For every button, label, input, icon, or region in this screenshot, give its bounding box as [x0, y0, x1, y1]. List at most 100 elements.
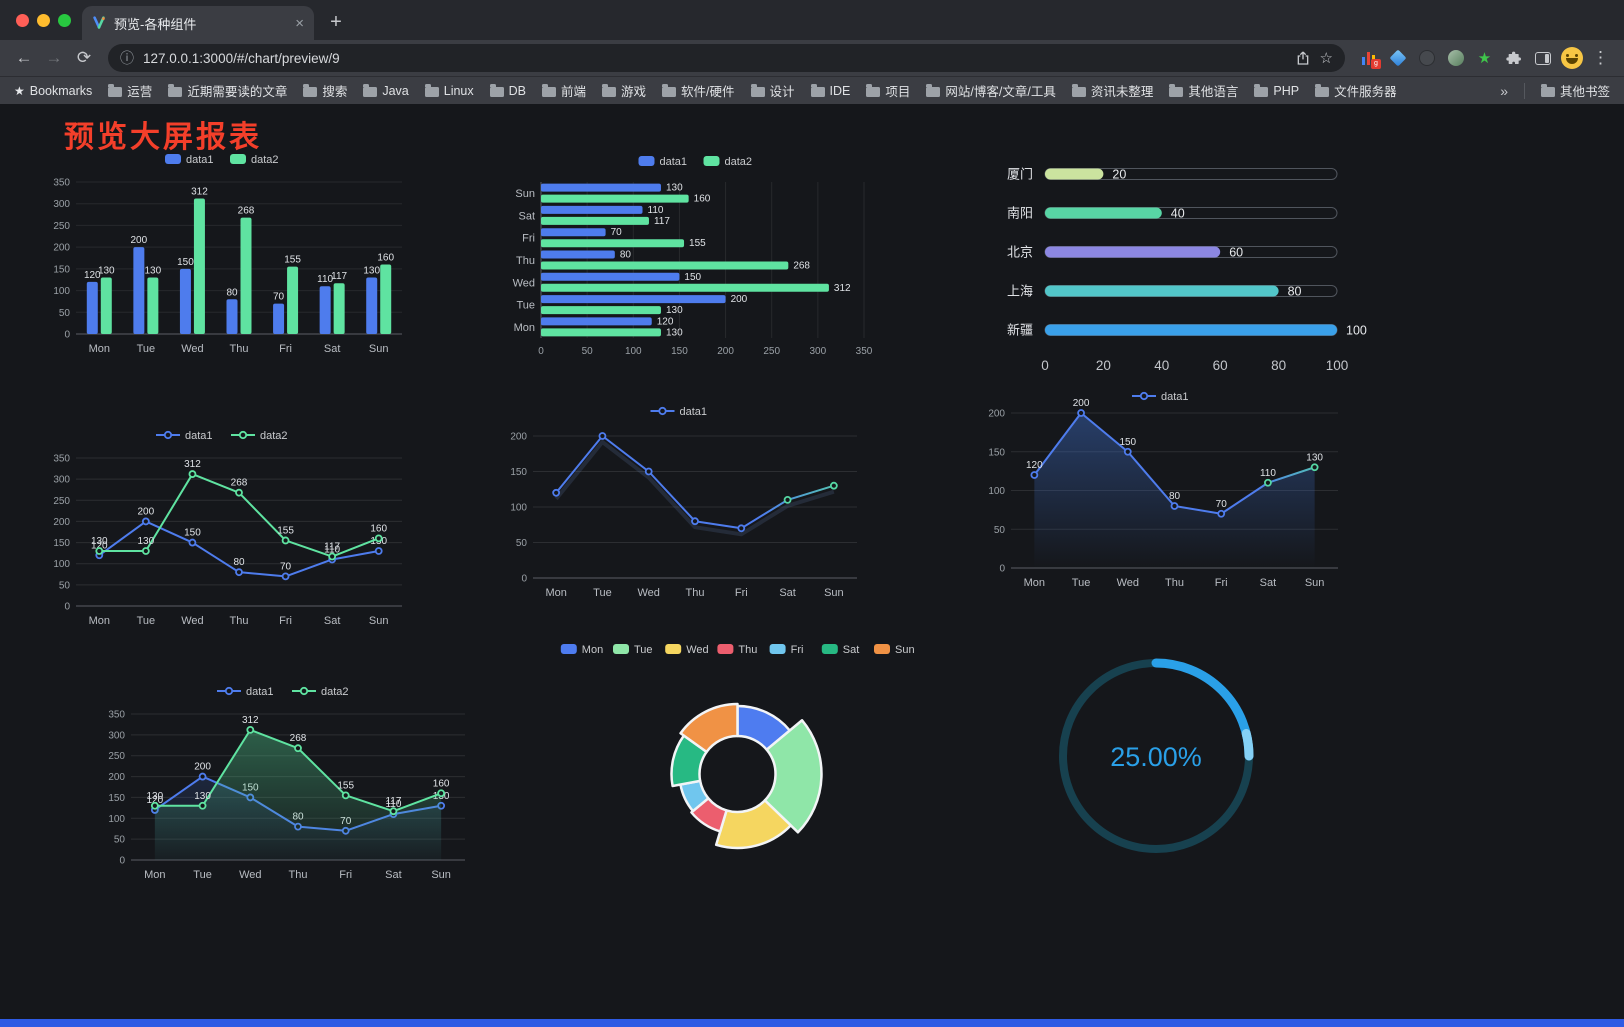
folder-icon	[1315, 84, 1330, 97]
svg-text:150: 150	[1119, 437, 1136, 448]
bookmarks-overflow-chevron[interactable]: »	[1500, 82, 1508, 99]
svg-text:100: 100	[53, 559, 70, 570]
svg-text:Mon: Mon	[89, 615, 110, 627]
svg-text:Thu: Thu	[738, 644, 757, 656]
multi-line-chart[interactable]: 0 50 100 150 200 250 300 350 Mon Tue Wed Thu Fri Sat S…	[38, 424, 410, 632]
svg-text:20: 20	[1112, 168, 1126, 182]
svg-text:Thu: Thu	[230, 343, 249, 355]
bookmark-folder[interactable]: 搜索	[303, 81, 347, 100]
bookmark-folder[interactable]: 软件/硬件	[662, 81, 735, 100]
extension-dark-icon[interactable]	[1413, 45, 1440, 71]
svg-text:117: 117	[331, 271, 347, 282]
svg-text:Mon: Mon	[545, 587, 566, 599]
tab-close-icon[interactable]: ×	[295, 14, 304, 32]
bookmark-folder[interactable]: Linux	[424, 84, 474, 98]
new-tab-button[interactable]: +	[330, 10, 342, 33]
svg-text:40: 40	[1154, 358, 1169, 373]
svg-text:Tue: Tue	[1072, 577, 1091, 589]
url-text[interactable]: 127.0.0.1:3000/#/chart/preview/9	[143, 50, 340, 66]
capsule-progress-chart[interactable]: 厦门 20 南阳 40 北京 60 上海 80 新疆 100 0 20 40 60 80 100	[985, 156, 1380, 391]
svg-text:312: 312	[191, 187, 208, 198]
bookmark-folder[interactable]: IDE	[810, 84, 850, 98]
svg-text:Fri: Fri	[791, 644, 804, 656]
extension-kite-icon[interactable]	[1384, 45, 1411, 71]
svg-text:200: 200	[1073, 398, 1090, 409]
dashboard-page: 预览大屏报表 data1 data2 0 50 100 150 200 250 300 350 Mo…	[0, 104, 1624, 1027]
svg-text:Fri: Fri	[1215, 577, 1228, 589]
svg-text:Sat: Sat	[324, 343, 341, 355]
share-icon[interactable]	[1295, 50, 1311, 66]
area-multi-line-chart[interactable]: 0 50 100 150 200 250 300 350 Mon Tue Wed Thu Fri Sat S…	[95, 680, 475, 886]
profile-avatar[interactable]	[1558, 45, 1585, 71]
bookmark-label: Java	[382, 83, 409, 98]
back-icon[interactable]: ←	[15, 48, 33, 67]
progress-ring-chart[interactable]: 25.00%	[1046, 644, 1266, 864]
svg-text:Thu: Thu	[289, 869, 308, 881]
bookmark-folder[interactable]: 前端	[542, 81, 586, 100]
browser-tab[interactable]: 预览-各种组件 ×	[82, 6, 314, 40]
browser-menu-icon[interactable]: ⋮	[1592, 48, 1609, 67]
extension-green-icon[interactable]	[1442, 45, 1469, 71]
bookmark-folder[interactable]: 近期需要读的文章	[168, 81, 287, 100]
svg-text:Mon: Mon	[582, 644, 603, 656]
bookmark-folder[interactable]: DB	[489, 84, 526, 98]
folder-icon	[303, 84, 318, 97]
svg-text:Thu: Thu	[230, 615, 249, 627]
tab-favicon-icon	[92, 16, 106, 30]
bookmark-folder[interactable]: 设计	[750, 81, 795, 100]
bookmarks-root[interactable]: ★ Bookmarks	[14, 84, 92, 98]
folder-icon	[542, 84, 557, 97]
page-title: 预览大屏报表	[64, 121, 262, 154]
bookmark-star-icon[interactable]: ☆	[1319, 50, 1333, 67]
close-window-button[interactable]	[16, 14, 29, 27]
single-line-chart[interactable]: 0 50 100 150 200 Mon Tue Wed Thu Fri Sat Sun data1	[495, 392, 867, 604]
svg-text:Wed: Wed	[638, 587, 660, 599]
minimize-window-button[interactable]	[37, 14, 50, 27]
svg-text:100: 100	[1346, 324, 1367, 338]
folder-icon	[108, 84, 123, 97]
folder-icon	[866, 84, 881, 97]
site-info-icon[interactable]: ⓘ	[120, 50, 134, 66]
extensions-puzzle-icon[interactable]	[1500, 45, 1527, 71]
maximize-window-button[interactable]	[58, 14, 71, 27]
bookmark-folder[interactable]: 游戏	[602, 81, 646, 100]
bookmark-label: PHP	[1273, 83, 1300, 98]
svg-text:200: 200	[731, 294, 748, 305]
grouped-bar-chart[interactable]: data1 data2 0 50 100 150 200 250 300 350 Mon Tue Wed…	[38, 148, 410, 360]
side-panel-icon[interactable]	[1529, 45, 1556, 71]
svg-text:50: 50	[59, 308, 71, 319]
forward-icon[interactable]: →	[45, 48, 63, 67]
area-line-chart[interactable]: 0 50 100 150 200 Mon Tue Wed Thu Fri Sat Sun 120 200 1…	[975, 389, 1350, 594]
bookmark-label: 项目	[885, 85, 911, 99]
svg-text:250: 250	[763, 346, 780, 357]
reload-icon[interactable]: ⟳	[76, 48, 92, 67]
svg-text:70: 70	[273, 292, 285, 303]
bookmark-folder[interactable]: 运营	[108, 81, 152, 100]
folder-icon	[168, 84, 183, 97]
bookmark-folder[interactable]: 文件服务器	[1315, 81, 1397, 100]
rose-pie-chart[interactable]: Mon Tue Wed Thu Fri Sat Sun	[545, 634, 930, 944]
horizontal-bar-chart[interactable]: data1 data2 0 50 100 150 200 250 300 350 Mon Tue Wed…	[505, 150, 890, 362]
svg-text:70: 70	[1216, 499, 1228, 510]
svg-text:Wed: Wed	[513, 277, 535, 289]
bookmark-folder[interactable]: 项目	[866, 81, 910, 100]
bookmark-folder[interactable]: 资讯未整理	[1071, 81, 1153, 100]
folder-icon	[926, 84, 941, 97]
address-bar[interactable]: ⓘ 127.0.0.1:3000/#/chart/preview/9 ☆	[108, 44, 1345, 72]
svg-text:Sun: Sun	[369, 615, 389, 627]
svg-text:150: 150	[510, 467, 527, 478]
extension-chart-icon[interactable]: g	[1355, 45, 1382, 71]
tab-strip: 预览-各种组件 × +	[0, 0, 1624, 40]
svg-text:北京: 北京	[1007, 245, 1033, 260]
svg-text:150: 150	[53, 264, 70, 275]
bookmark-folder[interactable]: 网站/博客/文章/工具	[926, 81, 1056, 100]
bottom-accent-strip	[0, 1019, 1624, 1027]
bookmark-folder[interactable]: Java	[363, 83, 409, 98]
svg-text:Tue: Tue	[137, 615, 156, 627]
other-bookmarks[interactable]: 其他书签	[1540, 81, 1610, 100]
extension-star-icon[interactable]: ★	[1477, 49, 1492, 67]
bookmark-folder[interactable]: 其他语言	[1169, 81, 1238, 100]
svg-text:80: 80	[1288, 285, 1302, 299]
svg-text:150: 150	[988, 447, 1005, 458]
bookmark-folder[interactable]: PHP	[1254, 84, 1299, 98]
